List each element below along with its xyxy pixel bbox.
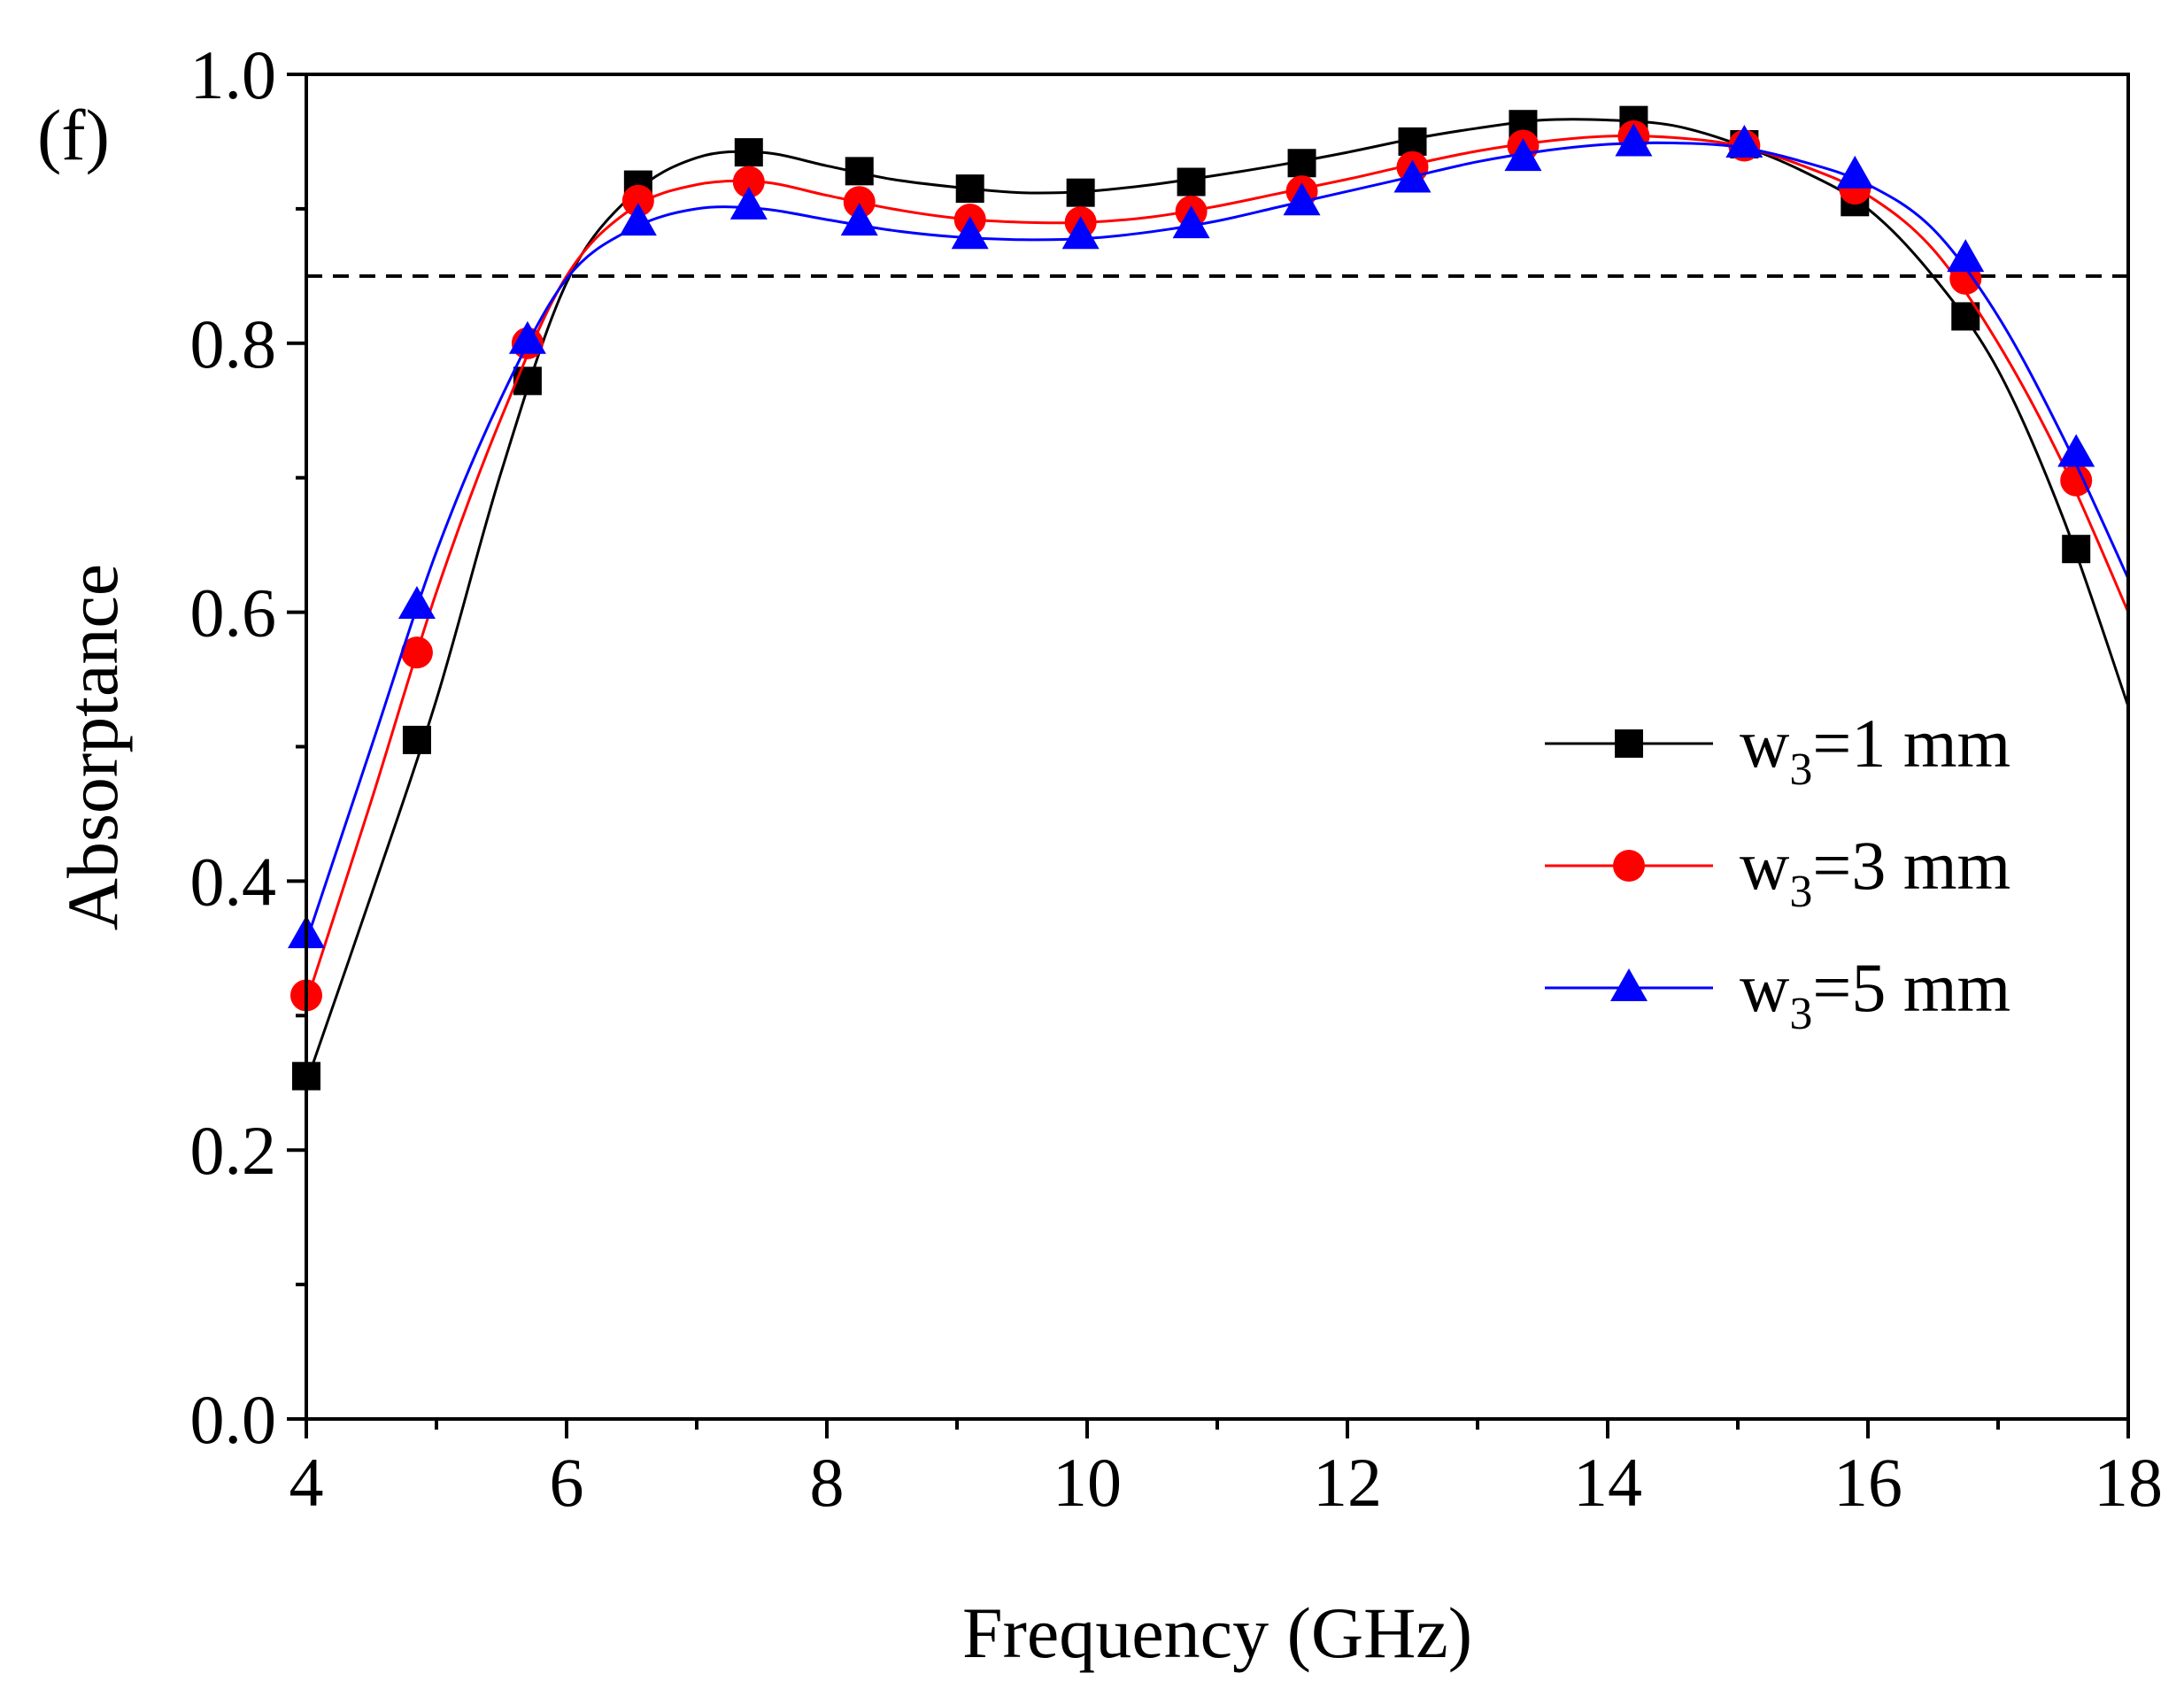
series-3-point-16 [1947,239,1985,273]
series-1-point-10 [1287,149,1316,178]
series-1-point-7 [955,174,984,204]
series-2-point-6 [843,186,876,219]
legend-label-2: w3=3 mm [1740,827,2010,917]
x-tick-label-4: 4 [289,1444,324,1521]
series-3-point-12 [1504,138,1542,172]
series-3-point-13 [1615,123,1653,157]
axes: 4 6 8 10 12 14 16 18 0.0 0.2 0.4 0.6 0.8 1.0 [190,36,2164,1521]
legend-label-3: w3=5 mm [1740,949,2010,1039]
x-tick-label-10: 10 [1053,1444,1122,1521]
x-axis-label: Frequency (GHz) [962,1592,1472,1673]
series-2-point-5 [732,166,765,198]
series-3-point-17 [2057,434,2095,467]
legend-entry-1: w3=1 mm [1545,705,2010,795]
legend-label-1: w3=1 mm [1740,705,2010,795]
series-2-point-4 [621,184,654,217]
x-tick-label-18: 18 [2094,1444,2163,1521]
y-tick-label-1.0: 1.0 [190,36,277,113]
series-1-point-3 [513,366,542,396]
legend-entry-3: w3=5 mm [1545,949,2010,1039]
series-1-point-8 [1066,178,1095,207]
legend-marker-3 [1610,968,1648,1001]
series-3-line [306,141,2128,943]
series-3-point-9 [1172,205,1210,239]
x-tick-label-14: 14 [1573,1444,1642,1521]
series-3-point-4 [619,203,657,236]
legend-entry-2: w3=3 mm [1545,827,2010,917]
series-3-point-7 [951,216,989,250]
series-1-point-17 [2062,535,2091,564]
y-tick-label-0.0: 0.0 [190,1381,277,1458]
series-3-point-6 [840,203,878,236]
series-3-point-11 [1393,159,1432,193]
y-tick-label-0.8: 0.8 [190,305,277,382]
y-axis-label: Absorptance [52,564,133,930]
x-tick-label-12: 12 [1313,1444,1382,1521]
legend: w3=1 mm w3=3 mm w3=5 mm [1545,705,2010,1039]
series-3-point-2 [397,586,436,620]
series-3-point-14 [1725,124,1763,158]
series-3 [306,141,2128,943]
x-tick-label-8: 8 [810,1444,845,1521]
series-1-point-2 [402,725,431,754]
series-3-point-5 [729,186,768,220]
panel-label: (f) [37,95,110,175]
y-tick-label-0.4: 0.4 [190,843,277,920]
y-tick-label-0.6: 0.6 [190,574,277,652]
series-3-point-8 [1061,216,1100,250]
plot-area [288,105,2128,1091]
series-2-point-2 [400,636,433,669]
series-1-point-6 [845,157,874,186]
series-3-point-15 [1836,155,1874,189]
legend-marker-1 [1615,729,1643,758]
series-2-point-17 [2060,464,2093,497]
series-3-point-10 [1283,182,1321,216]
series-1-point-5 [734,138,763,167]
series-1-point-11 [1398,127,1427,156]
x-tick-label-6: 6 [550,1444,584,1521]
series-1-point-9 [1177,167,1206,197]
legend-marker-2 [1613,850,1645,882]
x-tick-label-16: 16 [1833,1444,1902,1521]
series-3-point-3 [508,320,546,354]
y-tick-label-0.2: 0.2 [190,1112,277,1189]
